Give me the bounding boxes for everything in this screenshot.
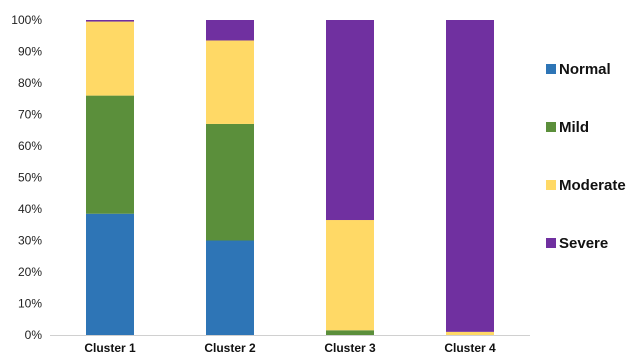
- bar-segment-severe-cluster-2: [206, 20, 254, 41]
- y-axis: 0% 10% 20% 30% 40% 50% 60% 70% 80% 90% 100%: [11, 13, 42, 342]
- bars: [86, 20, 494, 335]
- bar-segment-mild-cluster-2: [206, 123, 254, 241]
- bar-segment-moderate-cluster-1: [86, 21, 134, 96]
- legend-label-moderate: Moderate: [559, 177, 626, 194]
- x-category-label: Cluster 1: [84, 341, 136, 355]
- y-tick-label: 30%: [18, 234, 42, 248]
- x-category-label: Cluster 2: [204, 341, 256, 355]
- y-tick-label: 10%: [18, 297, 42, 311]
- legend-label-severe: Severe: [559, 235, 608, 252]
- y-tick-label: 50%: [18, 171, 42, 185]
- y-tick-label: 60%: [18, 139, 42, 153]
- legend-label-normal: Normal: [559, 61, 611, 78]
- y-tick-label: 100%: [11, 13, 42, 27]
- bar-segment-mild-cluster-3: [326, 330, 374, 335]
- legend-swatch-normal: [546, 64, 556, 74]
- bar-segment-normal-cluster-2: [206, 240, 254, 335]
- x-category-label: Cluster 4: [444, 341, 496, 355]
- bar-segment-moderate-cluster-4: [446, 331, 494, 335]
- x-axis: Cluster 1 Cluster 2 Cluster 3 Cluster 4: [50, 335, 530, 355]
- bar-segment-mild-cluster-1: [86, 95, 134, 214]
- y-tick-label: 70%: [18, 108, 42, 122]
- legend: Normal Mild Moderate Severe: [546, 61, 626, 252]
- bar-segment-severe-cluster-1: [86, 20, 134, 22]
- y-tick-label: 90%: [18, 45, 42, 59]
- bar-segment-moderate-cluster-2: [206, 40, 254, 124]
- y-tick-label: 40%: [18, 202, 42, 216]
- legend-swatch-severe: [546, 238, 556, 248]
- y-tick-label: 20%: [18, 265, 42, 279]
- legend-label-mild: Mild: [559, 119, 589, 136]
- bar-segment-severe-cluster-3: [326, 20, 374, 221]
- y-tick-label: 0%: [25, 328, 43, 342]
- legend-swatch-moderate: [546, 180, 556, 190]
- bar-segment-normal-cluster-1: [86, 213, 134, 335]
- bar-segment-moderate-cluster-3: [326, 220, 374, 331]
- bar-segment-severe-cluster-4: [446, 20, 494, 332]
- legend-swatch-mild: [546, 122, 556, 132]
- y-tick-label: 80%: [18, 76, 42, 90]
- x-category-label: Cluster 3: [324, 341, 376, 355]
